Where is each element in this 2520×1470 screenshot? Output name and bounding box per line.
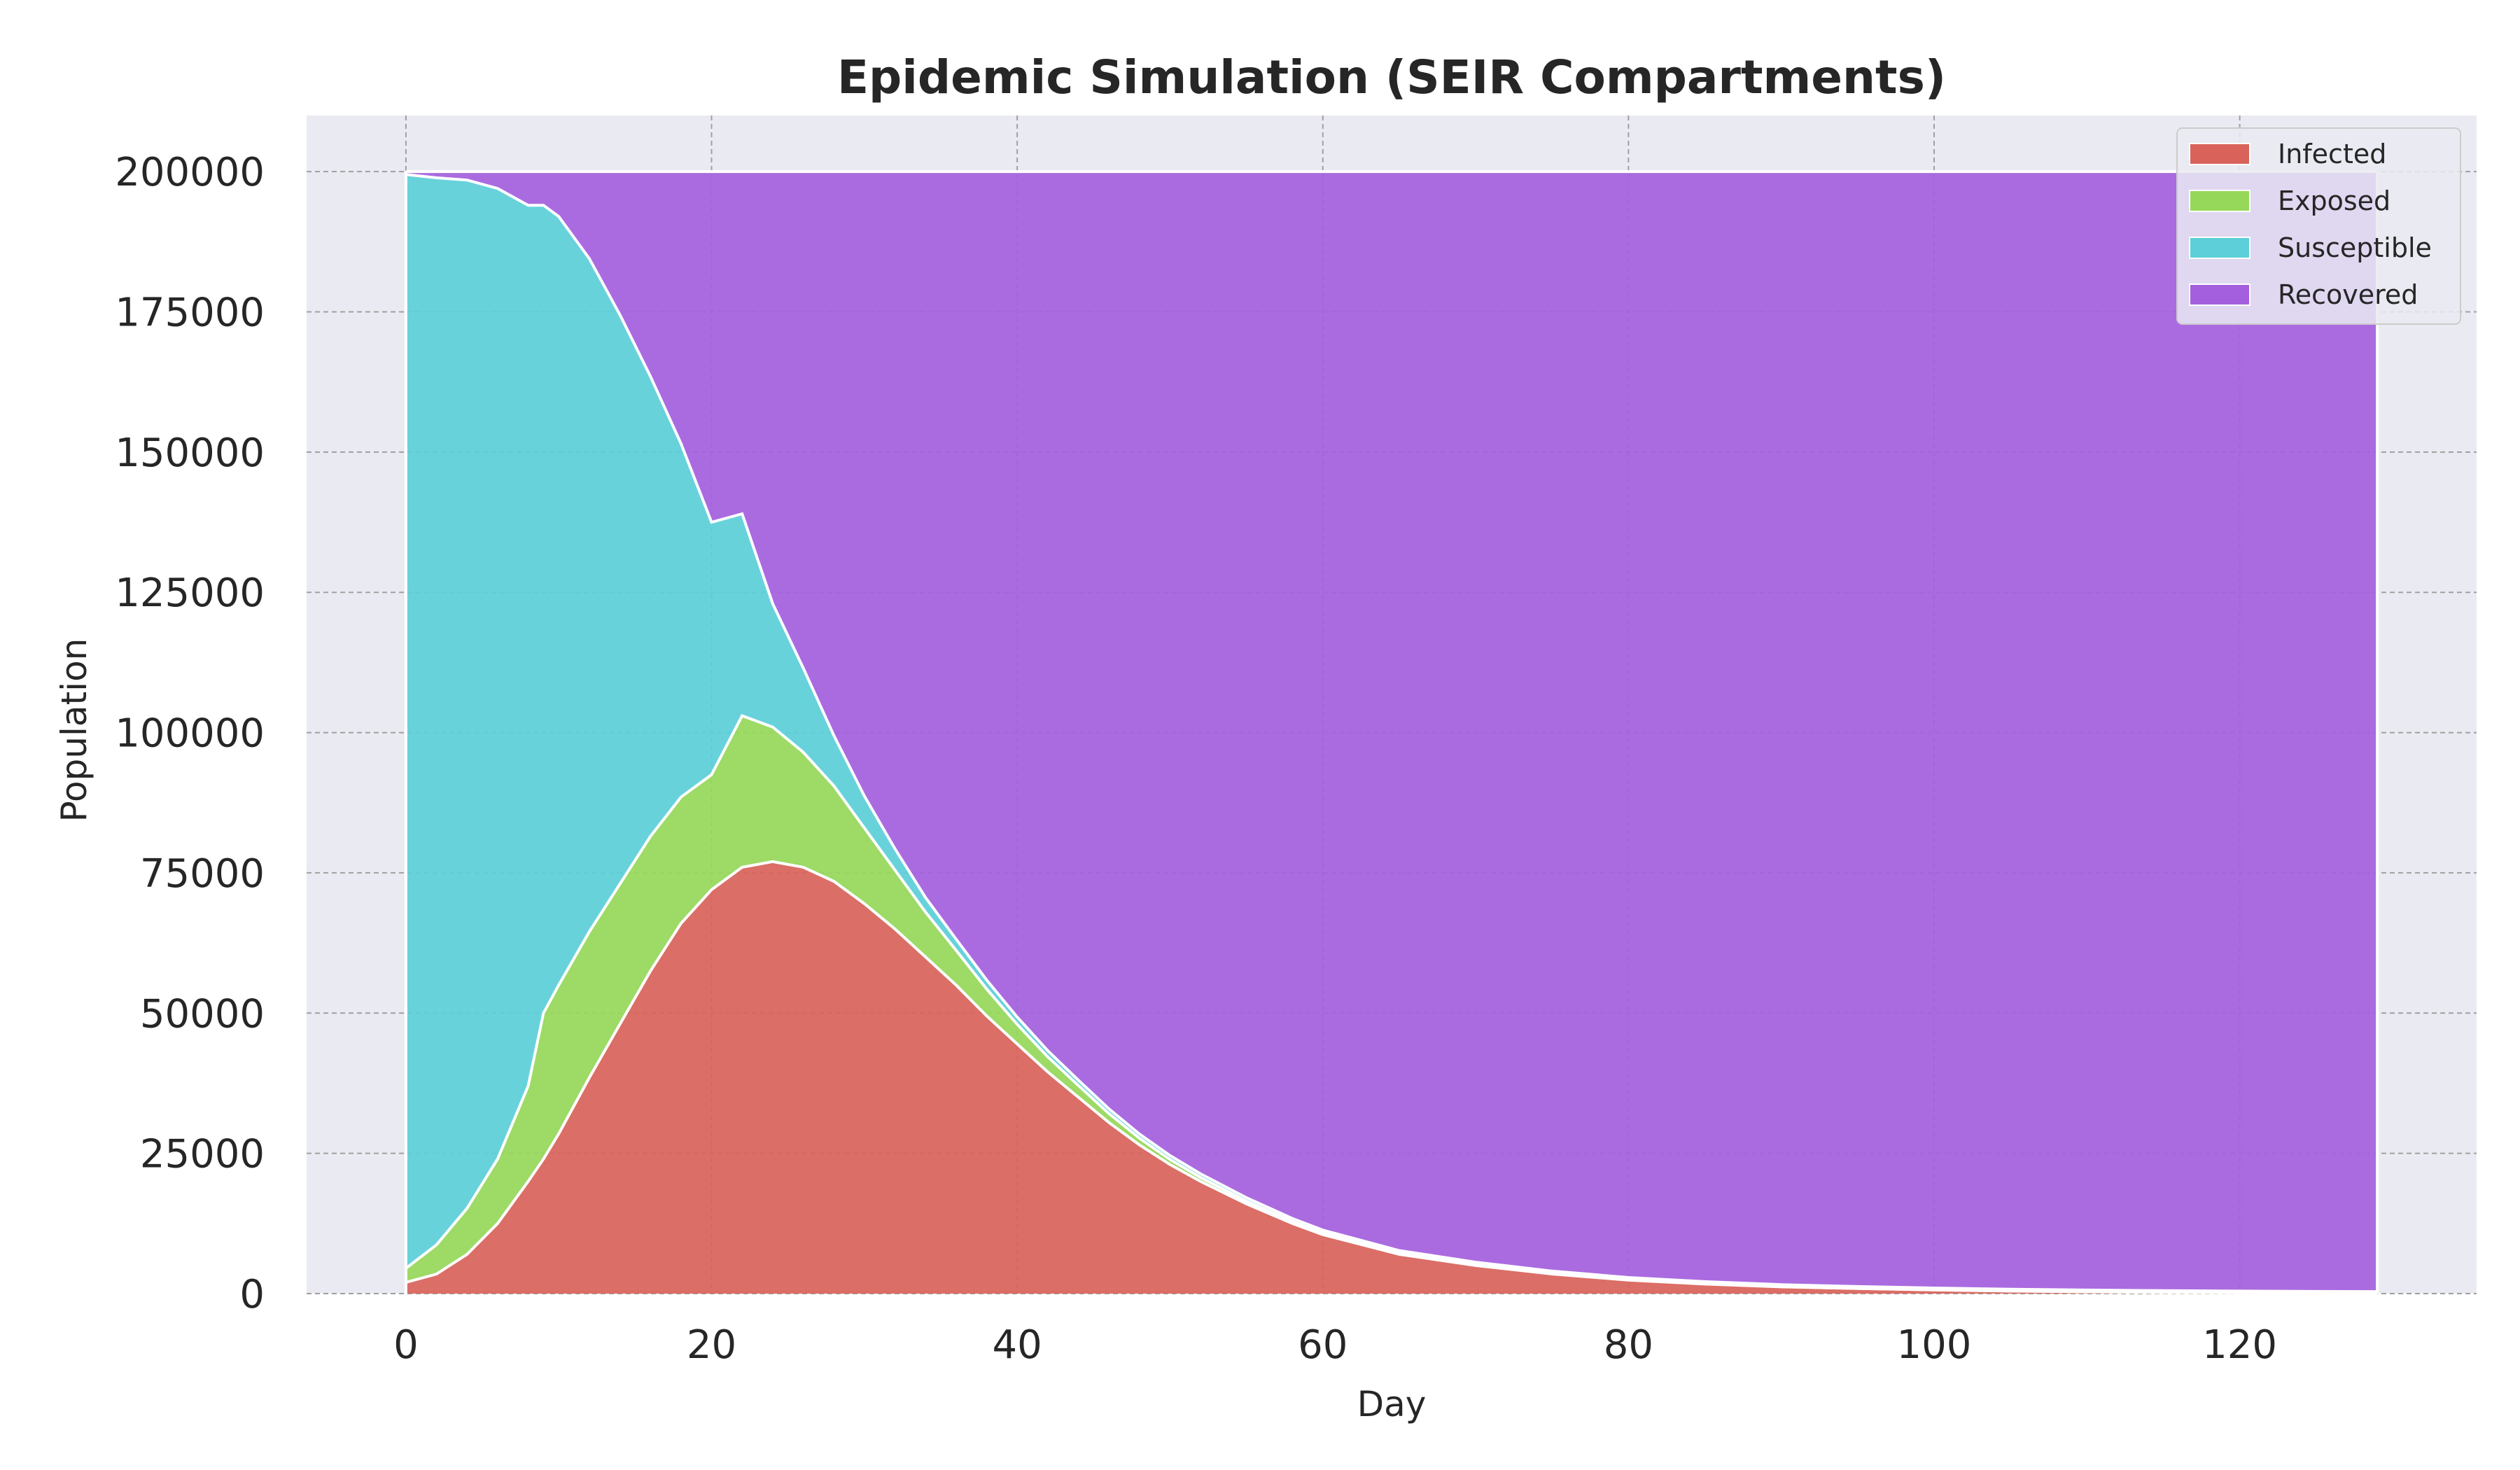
legend-item-recovered: Recovered bbox=[2189, 279, 2418, 310]
y-tick-label: 125000 bbox=[115, 570, 265, 616]
legend-item-exposed: Exposed bbox=[2189, 186, 2390, 216]
boundary-susceptible bbox=[405, 173, 2378, 1294]
y-axis-ticks: 0 25000 50000 75000 100000 125000 150000 175000… bbox=[115, 150, 265, 1317]
x-tick-label: 0 bbox=[393, 1322, 419, 1368]
area-recovered bbox=[405, 172, 2378, 1292]
legend-label: Susceptible bbox=[2278, 232, 2432, 263]
y-tick-label: 100000 bbox=[115, 711, 265, 757]
legend: Infected Exposed Susceptible Recovered bbox=[2176, 127, 2461, 325]
legend-swatch bbox=[2189, 143, 2250, 165]
y-tick-label: 0 bbox=[239, 1272, 265, 1317]
legend-frame bbox=[2176, 127, 2461, 325]
x-tick-label: 20 bbox=[687, 1322, 736, 1368]
x-tick-label: 60 bbox=[1298, 1322, 1348, 1368]
legend-item-susceptible: Susceptible bbox=[2189, 232, 2432, 263]
legend-swatch bbox=[2189, 284, 2250, 306]
y-tick-label: 75000 bbox=[140, 851, 265, 897]
legend-swatch bbox=[2189, 237, 2250, 259]
y-tick-label: 25000 bbox=[140, 1132, 265, 1177]
x-tick-label: 40 bbox=[993, 1322, 1042, 1368]
y-tick-label: 150000 bbox=[115, 430, 265, 476]
legend-label: Exposed bbox=[2278, 186, 2390, 216]
y-tick-label: 175000 bbox=[115, 290, 265, 336]
legend-label: Recovered bbox=[2278, 279, 2418, 310]
stacked-areas bbox=[404, 170, 2379, 1295]
area-infected bbox=[405, 861, 2378, 1294]
x-tick-label: 120 bbox=[2202, 1322, 2277, 1368]
legend-item-infected: Infected bbox=[2189, 139, 2386, 169]
x-tick-label: 80 bbox=[1604, 1322, 1653, 1368]
x-axis-label: Day bbox=[1357, 1384, 1427, 1424]
chart-title: Epidemic Simulation (SEIR Compartments) bbox=[837, 50, 1946, 104]
y-axis-label: Population bbox=[54, 638, 94, 822]
legend-swatch bbox=[2189, 190, 2250, 212]
y-tick-label: 50000 bbox=[140, 991, 265, 1037]
x-tick-label: 100 bbox=[1897, 1322, 1972, 1368]
y-tick-label: 200000 bbox=[115, 150, 265, 195]
boundary-exposed bbox=[405, 714, 2378, 1295]
legend-label: Infected bbox=[2278, 139, 2386, 169]
x-axis-ticks: 0 20 40 60 80 100 120 bbox=[393, 1322, 2277, 1368]
